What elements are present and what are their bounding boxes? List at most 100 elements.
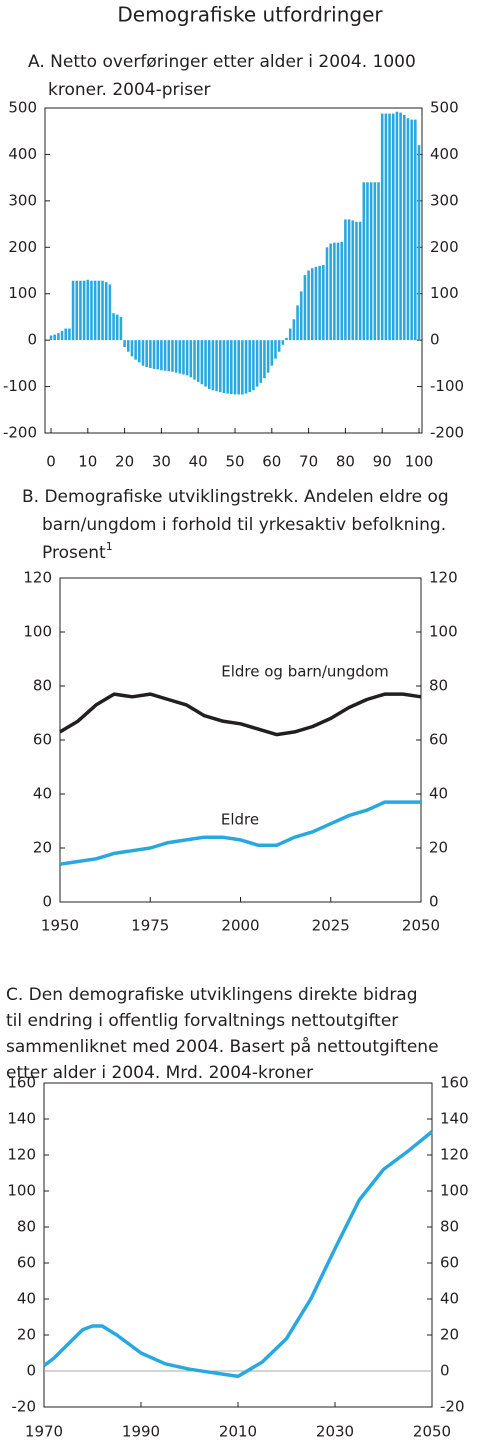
chart-title: A. Netto overføringer etter alder i 2004… bbox=[28, 52, 416, 72]
y2-tick-label: 160 bbox=[440, 1074, 469, 1092]
bar bbox=[93, 280, 97, 341]
bar bbox=[163, 340, 167, 371]
y2-tick-label: 60 bbox=[440, 1254, 459, 1272]
bar bbox=[336, 242, 340, 341]
bar bbox=[171, 340, 174, 372]
chart-title: kroner. 2004-priser bbox=[48, 80, 211, 100]
y-tick-label: 120 bbox=[7, 1146, 36, 1164]
bar bbox=[329, 243, 332, 341]
y2-tick-label: 300 bbox=[430, 191, 459, 209]
bar bbox=[369, 182, 373, 341]
y2-tick-label: 20 bbox=[440, 1326, 459, 1344]
bar bbox=[218, 340, 222, 393]
bar bbox=[417, 145, 421, 341]
bar bbox=[167, 340, 171, 372]
y-tick-label: 80 bbox=[33, 677, 52, 695]
y2-tick-label: 0 bbox=[440, 1362, 450, 1380]
bar bbox=[108, 284, 112, 341]
x-tick-label: 1950 bbox=[41, 917, 79, 935]
bar bbox=[303, 275, 307, 341]
bar bbox=[138, 340, 141, 363]
y-tick-label: 400 bbox=[8, 145, 37, 163]
page-title: Demografiske utfordringer bbox=[117, 3, 383, 27]
bar bbox=[366, 182, 369, 341]
x-tick-label: 2050 bbox=[413, 1423, 451, 1441]
bar bbox=[53, 334, 56, 341]
x-tick-label: 20 bbox=[115, 453, 134, 471]
x-tick-label: 60 bbox=[262, 453, 281, 471]
bar bbox=[414, 119, 417, 341]
bar bbox=[325, 247, 329, 341]
bar bbox=[82, 280, 86, 341]
bar bbox=[259, 340, 263, 383]
bar bbox=[266, 340, 270, 373]
bar bbox=[75, 280, 79, 341]
bar bbox=[126, 340, 130, 352]
bar bbox=[399, 112, 402, 341]
y2-tick-label: 20 bbox=[429, 839, 448, 857]
bar bbox=[362, 182, 366, 341]
y2-tick-label: 120 bbox=[429, 569, 458, 587]
y-tick-label: 100 bbox=[23, 623, 52, 641]
y-tick-label: 40 bbox=[33, 785, 52, 803]
bar bbox=[355, 221, 358, 341]
y-tick-label: 200 bbox=[8, 238, 37, 256]
bar bbox=[189, 340, 193, 378]
bar bbox=[200, 340, 204, 385]
series-line bbox=[59, 692, 422, 737]
y-tick-label: 140 bbox=[7, 1110, 36, 1128]
x-tick-label: 1970 bbox=[25, 1423, 63, 1441]
y2-tick-label: 200 bbox=[430, 238, 459, 256]
y-tick-label: 0 bbox=[27, 331, 37, 349]
y-tick-label: 120 bbox=[23, 569, 52, 587]
y2-tick-label: 100 bbox=[430, 284, 459, 302]
y2-tick-label: 0 bbox=[430, 331, 440, 349]
y2-tick-label: 400 bbox=[430, 145, 459, 163]
bar bbox=[263, 340, 266, 379]
bar bbox=[244, 340, 248, 394]
bar bbox=[86, 279, 90, 341]
y2-tick-label: 80 bbox=[429, 677, 448, 695]
bar bbox=[395, 111, 399, 341]
series-line bbox=[59, 800, 421, 866]
bar bbox=[237, 340, 240, 395]
bar bbox=[152, 340, 156, 369]
bar bbox=[410, 119, 413, 341]
chart-title: B. Demografiske utviklingstrekk. Andelen… bbox=[22, 487, 449, 507]
bar bbox=[222, 340, 226, 394]
chart-title: C. Den demografiske utviklingens direkte… bbox=[6, 985, 418, 1005]
bar bbox=[178, 340, 182, 374]
bar bbox=[112, 313, 115, 341]
y2-tick-label: 60 bbox=[429, 731, 448, 749]
bar bbox=[288, 328, 292, 341]
x-tick-label: 10 bbox=[78, 453, 97, 471]
y2-tick-label: 500 bbox=[430, 99, 459, 117]
y-tick-label: 60 bbox=[33, 731, 52, 749]
plot-frame bbox=[43, 1082, 433, 1408]
y-tick-label: 40 bbox=[17, 1290, 36, 1308]
y2-tick-label: 100 bbox=[440, 1182, 469, 1200]
bar bbox=[344, 219, 347, 341]
bar bbox=[207, 340, 211, 389]
y-tick-label: -100 bbox=[3, 377, 37, 395]
bar bbox=[296, 305, 299, 341]
bar bbox=[347, 219, 351, 341]
bar bbox=[358, 221, 362, 341]
y-tick-label: 80 bbox=[17, 1218, 36, 1236]
bar bbox=[145, 340, 148, 368]
bar bbox=[377, 182, 380, 341]
bar bbox=[60, 330, 64, 341]
y-tick-label: 60 bbox=[17, 1254, 36, 1272]
bar bbox=[351, 220, 355, 341]
title-footnote: 1 bbox=[106, 540, 113, 553]
y2-tick-label: 140 bbox=[440, 1110, 469, 1128]
y2-tick-label: 100 bbox=[429, 623, 458, 641]
bar bbox=[90, 280, 93, 341]
bar bbox=[241, 340, 244, 395]
x-tick-label: 30 bbox=[152, 453, 171, 471]
y-tick-label: 0 bbox=[26, 1362, 36, 1380]
y-tick-label: 160 bbox=[7, 1074, 36, 1092]
bar bbox=[119, 316, 123, 341]
x-tick-label: 2025 bbox=[312, 917, 350, 935]
